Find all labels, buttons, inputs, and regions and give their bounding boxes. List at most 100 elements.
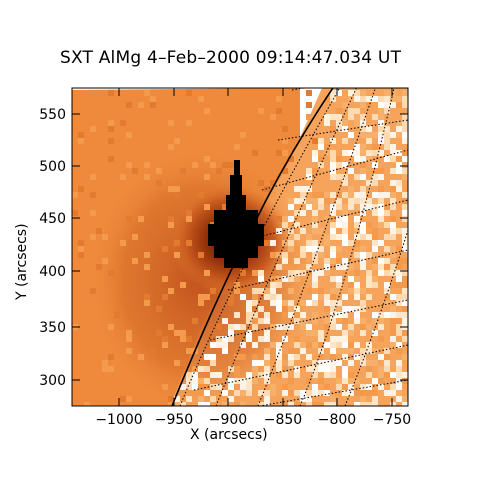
noise-pixel: [402, 150, 408, 156]
noise-pixel: [90, 234, 96, 240]
noise-pixel: [246, 372, 252, 378]
noise-pixel: [324, 306, 330, 312]
noise-pixel: [252, 300, 258, 306]
noise-pixel: [174, 192, 180, 198]
noise-pixel: [348, 132, 354, 138]
noise-pixel: [396, 96, 402, 102]
noise-pixel: [282, 384, 288, 390]
noise-pixel: [240, 384, 246, 390]
noise-pixel: [384, 372, 390, 378]
noise-pixel: [384, 96, 390, 102]
noise-pixel: [360, 150, 366, 156]
noise-pixel: [384, 348, 390, 354]
noise-pixel: [372, 192, 378, 198]
noise-pixel: [402, 258, 408, 264]
noise-pixel: [306, 384, 312, 390]
noise-pixel: [276, 360, 282, 366]
noise-pixel: [402, 126, 408, 132]
x-tick-label: −800: [318, 412, 356, 428]
noise-pixel: [396, 150, 402, 156]
noise-pixel: [390, 96, 396, 102]
noise-pixel: [312, 384, 318, 390]
noise-pixel: [222, 318, 228, 324]
noise-pixel: [240, 342, 246, 348]
noise-pixel: [312, 216, 318, 222]
noise-pixel: [354, 282, 360, 288]
noise-pixel: [360, 354, 366, 360]
x-tick-labels: −1000 −950 −900 −850 −800 −750: [95, 412, 411, 428]
noise-pixel: [354, 288, 360, 294]
noise-pixel: [252, 366, 258, 372]
noise-pixel: [276, 216, 282, 222]
noise-pixel: [324, 120, 330, 126]
noise-pixel: [270, 240, 276, 246]
y-tick-label: 400: [39, 264, 66, 280]
noise-pixel: [222, 348, 228, 354]
noise-pixel: [270, 354, 276, 360]
noise-pixel: [300, 210, 306, 216]
noise-pixel: [300, 348, 306, 354]
noise-pixel: [318, 204, 324, 210]
noise-pixel: [342, 192, 348, 198]
noise-pixel: [342, 150, 348, 156]
noise-pixel: [162, 342, 168, 348]
noise-pixel: [276, 354, 282, 360]
noise-pixel: [378, 168, 384, 174]
noise-pixel: [270, 282, 276, 288]
noise-pixel: [270, 180, 276, 186]
noise-pixel: [264, 240, 270, 246]
noise-pixel: [360, 360, 366, 366]
noise-pixel: [378, 366, 384, 372]
noise-pixel: [228, 294, 234, 300]
noise-pixel: [312, 228, 318, 234]
noise-pixel: [108, 120, 114, 126]
noise-pixel: [258, 360, 264, 366]
noise-pixel: [294, 306, 300, 312]
noise-pixel: [366, 282, 372, 288]
noise-pixel: [324, 324, 330, 330]
noise-pixel: [150, 348, 156, 354]
noise-pixel: [330, 276, 336, 282]
noise-pixel: [336, 276, 342, 282]
noise-pixel: [384, 210, 390, 216]
noise-pixel: [174, 396, 180, 402]
noise-pixel: [102, 258, 108, 264]
noise-pixel: [276, 108, 282, 114]
noise-pixel: [240, 324, 246, 330]
noise-pixel: [348, 114, 354, 120]
noise-pixel: [378, 108, 384, 114]
noise-pixel: [312, 258, 318, 264]
noise-pixel: [246, 378, 252, 384]
noise-pixel: [330, 264, 336, 270]
noise-pixel: [258, 276, 264, 282]
noise-pixel: [288, 324, 294, 330]
noise-pixel: [126, 336, 132, 342]
noise-pixel: [288, 312, 294, 318]
noise-pixel: [330, 402, 336, 406]
noise-pixel: [336, 198, 342, 204]
noise-pixel: [270, 342, 276, 348]
noise-pixel: [204, 174, 210, 180]
noise-pixel: [366, 156, 372, 162]
noise-pixel: [372, 150, 378, 156]
noise-pixel: [162, 336, 168, 342]
noise-pixel: [96, 228, 102, 234]
noise-pixel: [372, 210, 378, 216]
noise-pixel: [372, 276, 378, 282]
noise-pixel: [354, 354, 360, 360]
noise-pixel: [192, 390, 198, 396]
noise-pixel: [402, 114, 408, 120]
noise-pixel: [288, 264, 294, 270]
noise-pixel: [348, 186, 354, 192]
noise-pixel: [204, 390, 210, 396]
noise-pixel: [318, 288, 324, 294]
noise-pixel: [78, 252, 84, 258]
noise-pixel: [360, 300, 366, 306]
noise-pixel: [366, 360, 372, 366]
noise-pixel: [384, 120, 390, 126]
noise-pixel: [336, 342, 342, 348]
noise-pixel: [354, 240, 360, 246]
noise-pixel: [312, 192, 318, 198]
noise-pixel: [288, 228, 294, 234]
